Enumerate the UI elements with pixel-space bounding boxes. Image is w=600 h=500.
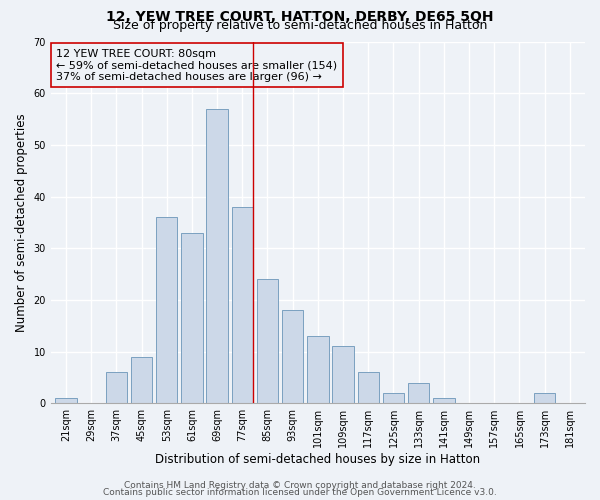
Text: 12 YEW TREE COURT: 80sqm
← 59% of semi-detached houses are smaller (154)
37% of : 12 YEW TREE COURT: 80sqm ← 59% of semi-d…: [56, 48, 337, 82]
Text: Contains HM Land Registry data © Crown copyright and database right 2024.: Contains HM Land Registry data © Crown c…: [124, 481, 476, 490]
X-axis label: Distribution of semi-detached houses by size in Hatton: Distribution of semi-detached houses by …: [155, 453, 481, 466]
Bar: [433, 398, 455, 403]
Text: Size of property relative to semi-detached houses in Hatton: Size of property relative to semi-detach…: [113, 19, 487, 32]
Y-axis label: Number of semi-detached properties: Number of semi-detached properties: [15, 113, 28, 332]
Bar: [257, 279, 278, 403]
Bar: [534, 393, 556, 403]
Bar: [156, 217, 178, 403]
Bar: [131, 356, 152, 403]
Bar: [332, 346, 354, 403]
Bar: [55, 398, 77, 403]
Text: Contains public sector information licensed under the Open Government Licence v3: Contains public sector information licen…: [103, 488, 497, 497]
Bar: [206, 108, 228, 403]
Text: 12, YEW TREE COURT, HATTON, DERBY, DE65 5QH: 12, YEW TREE COURT, HATTON, DERBY, DE65 …: [106, 10, 494, 24]
Bar: [232, 207, 253, 403]
Bar: [307, 336, 329, 403]
Bar: [408, 382, 430, 403]
Bar: [282, 310, 304, 403]
Bar: [383, 393, 404, 403]
Bar: [358, 372, 379, 403]
Bar: [106, 372, 127, 403]
Bar: [181, 232, 203, 403]
